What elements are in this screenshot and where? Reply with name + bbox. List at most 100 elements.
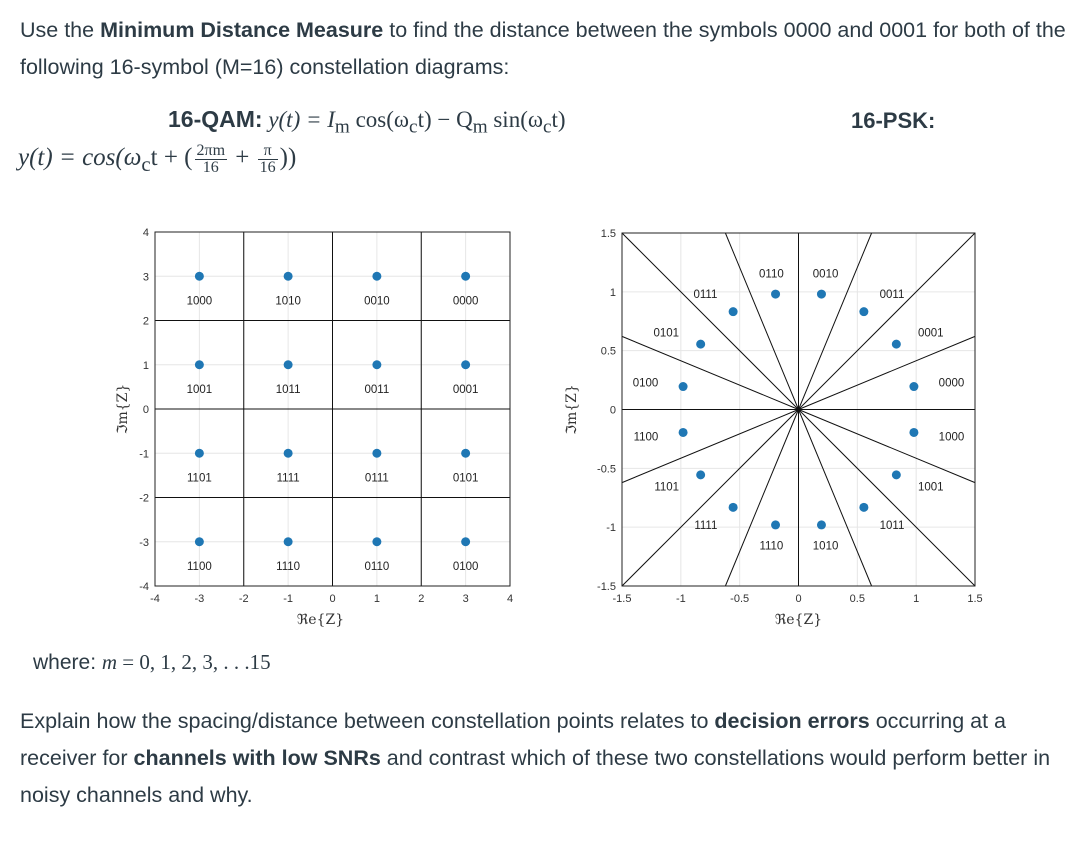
psk-decision-ray <box>798 409 976 484</box>
qam-point-label-0101: 0101 <box>453 472 479 484</box>
qam-y-tick-label: -4 <box>139 581 149 593</box>
psk-point-1011 <box>859 502 869 512</box>
qam-y-tick-label: -2 <box>139 493 149 505</box>
psk-point-0010 <box>816 289 826 299</box>
psk-y-tick-label: -1.5 <box>597 581 616 593</box>
psk-x-tick-label: -0.5 <box>730 593 749 605</box>
psk-point-label-1110: 1110 <box>759 541 783 553</box>
qam-point-1110 <box>283 537 293 547</box>
psk-y-tick-label: -0.5 <box>597 463 616 475</box>
psk-frac2-num: π <box>257 143 278 160</box>
qam-equation: 16-QAM: y(t) = Im cos(ωct) − Qm sin(ωct) <box>168 106 566 139</box>
psk-point-label-1011: 1011 <box>880 520 905 532</box>
psk-x-tick-label: 0.5 <box>850 593 865 605</box>
explain-bold-2: channels with low SNRs <box>133 746 381 770</box>
qam-point-label-1110: 1110 <box>276 561 300 573</box>
psk-point-label-0101: 0101 <box>653 327 679 339</box>
psk-decision-ray <box>621 409 799 587</box>
psk-point-1111 <box>728 502 738 512</box>
psk-point-1000 <box>909 427 919 437</box>
qam-x-tick-label: 4 <box>507 593 513 605</box>
explain-text-2: occurring at a receiver for <box>20 709 1006 770</box>
psk-x-tick-label: 1 <box>913 593 919 605</box>
qam-point-1100 <box>194 537 204 547</box>
qam-point-label-1100: 1100 <box>187 561 212 573</box>
qam-point-1111 <box>283 448 293 458</box>
psk-y-tick-label: -1 <box>606 522 616 534</box>
where-prefix: where: <box>33 651 102 674</box>
qam-point-0110 <box>372 537 382 547</box>
qam-point-0101 <box>461 448 471 458</box>
psk-x-tick-label: 0 <box>795 593 801 605</box>
psk-decision-ray <box>798 335 976 410</box>
qam-point-label-1001: 1001 <box>187 384 213 396</box>
qam-x-tick-label: 1 <box>374 593 380 605</box>
qam-y-tick-label: 2 <box>143 316 149 328</box>
psk-point-1001 <box>891 470 901 480</box>
qam-x-tick-label: -1 <box>283 593 293 605</box>
psk-point-label-0001: 0001 <box>918 327 944 339</box>
qam-x-tick-label: -4 <box>150 593 160 605</box>
psk-x-tick-label: -1.5 <box>613 593 632 605</box>
qam-formula-5: t) <box>551 107 566 132</box>
qam-point-label-1011: 1011 <box>276 384 301 396</box>
psk-decision-ray <box>724 409 799 587</box>
qam-y-tick-label: 3 <box>143 271 149 283</box>
explain-paragraph: Explain how the spacing/distance between… <box>20 703 1070 814</box>
psk-x-axis-label: ℜe{Z} <box>775 612 822 628</box>
qam-y-tick-label: -3 <box>139 537 149 549</box>
psk-point-1110 <box>771 520 781 530</box>
explain-bold-1: decision errors <box>714 709 870 733</box>
qam-formula-3: t) − Q <box>417 107 473 132</box>
qam-point-label-1101: 1101 <box>187 472 212 484</box>
psk-point-0001 <box>891 339 901 349</box>
psk-decision-ray <box>621 232 799 410</box>
where-m: m <box>101 650 118 674</box>
qam-y-tick-label: 0 <box>143 404 149 416</box>
psk-point-label-0000: 0000 <box>939 377 965 389</box>
psk-decision-ray <box>798 409 873 587</box>
qam-point-label-0001: 0001 <box>453 384 479 396</box>
qam-y-tick-label: -1 <box>139 448 149 460</box>
qam-y-axis-label: ℑm{Z} <box>115 384 131 435</box>
psk-x-tick-label: 1.5 <box>967 593 982 605</box>
qam-x-tick-label: -2 <box>239 593 249 605</box>
psk-frac1-den: 16 <box>202 159 219 176</box>
psk-point-0100 <box>678 382 688 392</box>
qam-y-tick-label: 1 <box>143 360 149 372</box>
qam-sub-m-2: m <box>472 116 488 138</box>
qam-point-label-1111: 1111 <box>277 472 300 484</box>
psk-point-0111 <box>728 307 738 317</box>
qam-x-tick-label: 2 <box>418 593 424 605</box>
psk-point-0101 <box>696 339 706 349</box>
explain-text-1: Explain how the spacing/distance between… <box>20 709 715 733</box>
psk-x-tick-label: -1 <box>676 593 686 605</box>
qam-label: 16-QAM: <box>168 106 263 132</box>
psk-decision-ray <box>621 409 799 484</box>
psk-y-axis-label: ℑm{Z} <box>564 384 580 435</box>
intro-text-1: Use the <box>20 18 101 42</box>
qam-point-label-0110: 0110 <box>365 561 390 573</box>
psk-axes-frame <box>621 232 976 587</box>
explain-text-3: and contrast which of these two constell… <box>20 746 1051 807</box>
psk-point-1100 <box>678 427 688 437</box>
psk-end: )) <box>279 144 297 172</box>
qam-point-1010 <box>283 271 293 281</box>
intro-paragraph: Use the Minimum Distance Measure to find… <box>20 12 1070 86</box>
intro-bold-1: Minimum Distance Measure <box>100 18 384 42</box>
qam-point-label-1010: 1010 <box>275 295 301 307</box>
psk-y-tick-label: 1.5 <box>601 228 616 240</box>
psk-point-label-1111: 1111 <box>694 520 717 532</box>
psk-point-1101 <box>696 470 706 480</box>
psk-point-label-1000: 1000 <box>939 432 965 444</box>
where-line: where: m = 0, 1, 2, 3, . . .15 <box>33 650 271 675</box>
qam-formula-1: y(t) = I <box>268 107 335 132</box>
qam-point-0100 <box>461 537 471 547</box>
qam-sub-m-1: m <box>334 116 350 138</box>
qam-point-label-1000: 1000 <box>187 295 213 307</box>
qam-formula-2: cos(ω <box>349 107 410 132</box>
qam-axes-frame <box>154 231 511 587</box>
psk-point-1010 <box>816 520 826 530</box>
qam-x-tick-label: 0 <box>329 593 335 605</box>
psk-decision-ray <box>798 232 873 410</box>
